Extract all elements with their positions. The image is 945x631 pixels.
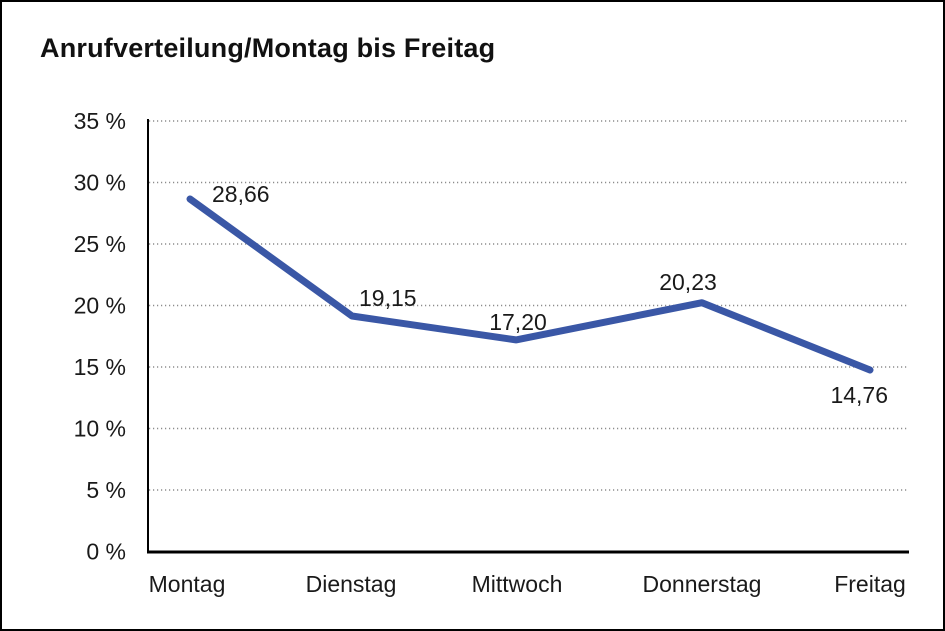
x-category-label: Donnerstag: [643, 571, 762, 597]
y-tick-label: 30 %: [74, 170, 126, 196]
chart-title: Anrufverteilung/Montag bis Freitag: [40, 33, 496, 63]
x-category-label: Dienstag: [306, 571, 397, 597]
y-tick-labels: 35 % 30 % 25 % 20 % 15 % 10 % 5 % 0 %: [74, 108, 126, 565]
data-value-label: 14,76: [830, 382, 888, 408]
x-category-label: Montag: [149, 571, 226, 597]
x-category-labels: Montag Dienstag Mittwoch Donnerstag Frei…: [149, 571, 906, 597]
y-tick-label: 15 %: [74, 354, 126, 380]
data-value-label: 28,66: [212, 181, 270, 207]
y-tick-label: 20 %: [74, 293, 126, 319]
y-tick-label: 25 %: [74, 231, 126, 257]
data-value-label: 20,23: [659, 269, 717, 295]
y-tick-label: 10 %: [74, 416, 126, 442]
x-category-label: Freitag: [834, 571, 906, 597]
y-tick-label: 0 %: [86, 539, 126, 565]
data-line: [186, 195, 874, 374]
x-category-label: Mittwoch: [472, 571, 563, 597]
y-tick-label: 5 %: [86, 477, 126, 503]
data-value-labels: 28,66 19,15 17,20 20,23 14,76: [212, 181, 888, 408]
data-value-label: 19,15: [359, 285, 417, 311]
gridlines: [149, 120, 909, 491]
data-value-label: 17,20: [489, 309, 547, 335]
y-tick-label: 35 %: [74, 108, 126, 134]
